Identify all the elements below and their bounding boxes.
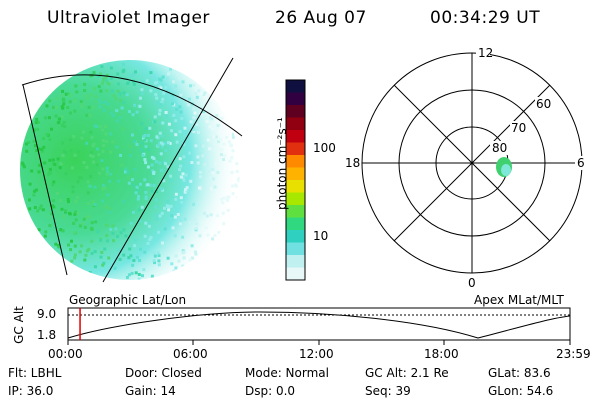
uv-image bbox=[20, 57, 243, 283]
geographic-label: Geographic Lat/Lon bbox=[69, 293, 187, 307]
lat-label-70: 70 bbox=[511, 121, 527, 135]
timeline-axis-label: GC Alt bbox=[12, 306, 26, 344]
mode-status: Mode: Normal bbox=[245, 366, 329, 380]
colorbar-segment bbox=[286, 167, 305, 181]
colorbar-unit-label: photon cm⁻²s⁻¹ bbox=[275, 117, 289, 210]
colorbar-segment bbox=[286, 80, 305, 93]
dsp-status: Dsp: 0.0 bbox=[245, 384, 296, 398]
colorbar-segment bbox=[286, 180, 305, 193]
door-status: Door: Closed bbox=[125, 366, 202, 380]
colorbar-segment bbox=[286, 142, 305, 156]
lat-label-80: 80 bbox=[492, 141, 508, 155]
date-label: 26 Aug 07 bbox=[275, 8, 367, 28]
colorbar-segment bbox=[286, 217, 305, 231]
timeline-ymax: 9.0 bbox=[37, 307, 57, 321]
colorbar bbox=[286, 80, 305, 281]
colorbar-segment bbox=[286, 255, 305, 268]
timeline-tick-0000: 00:00 bbox=[48, 347, 83, 361]
latitude-line bbox=[21, 74, 243, 137]
colorbar-segment bbox=[286, 230, 305, 243]
ip-status: IP: 36.0 bbox=[8, 384, 54, 398]
colorbar-segment bbox=[286, 92, 305, 106]
mlt-label-12: 12 bbox=[478, 46, 494, 60]
glon-status: GLon: 54.6 bbox=[488, 384, 554, 398]
colorbar-segment bbox=[286, 205, 305, 218]
mlt-label-6: 6 bbox=[577, 156, 585, 170]
colorbar-segment bbox=[286, 105, 305, 118]
time-label: 00:34:29 UT bbox=[430, 8, 541, 28]
colorbar-segment bbox=[286, 117, 305, 131]
colorbar-tick-100: 100 bbox=[313, 141, 336, 155]
timeline-tick-1800: 18:00 bbox=[424, 347, 459, 361]
timeline-ymin: 1.8 bbox=[37, 328, 57, 342]
colorbar-tick-10: 10 bbox=[313, 229, 329, 243]
gc-alt-status: GC Alt: 2.1 Re bbox=[365, 366, 449, 380]
colorbar-segment bbox=[286, 130, 305, 143]
glat-status: GLat: 83.6 bbox=[488, 366, 551, 380]
colorbar-segment bbox=[286, 267, 305, 281]
timeline-tick-1200: 12:00 bbox=[299, 347, 334, 361]
seq-status: Seq: 39 bbox=[365, 384, 411, 398]
colorbar-segment bbox=[286, 155, 305, 168]
colorbar-segment bbox=[286, 192, 305, 206]
mlt-label-0: 0 bbox=[468, 276, 476, 290]
apex-label: Apex MLat/MLT bbox=[474, 293, 564, 307]
lat-label-60: 60 bbox=[536, 97, 552, 111]
gain-status: Gain: 14 bbox=[125, 384, 176, 398]
mlt-label-18: 18 bbox=[345, 156, 361, 170]
timeline-tick-0600: 06:00 bbox=[173, 347, 208, 361]
longitude-line-right bbox=[102, 57, 234, 283]
filter-status: Flt: LBHL bbox=[8, 366, 62, 380]
longitude-line-left bbox=[22, 84, 68, 276]
altitude-timeline bbox=[67, 307, 571, 345]
timeline-tick-2359: 23:59 bbox=[556, 347, 591, 361]
instrument-title: Ultraviolet Imager bbox=[47, 8, 210, 28]
polar-plot bbox=[361, 52, 583, 274]
colorbar-segment bbox=[286, 242, 305, 256]
